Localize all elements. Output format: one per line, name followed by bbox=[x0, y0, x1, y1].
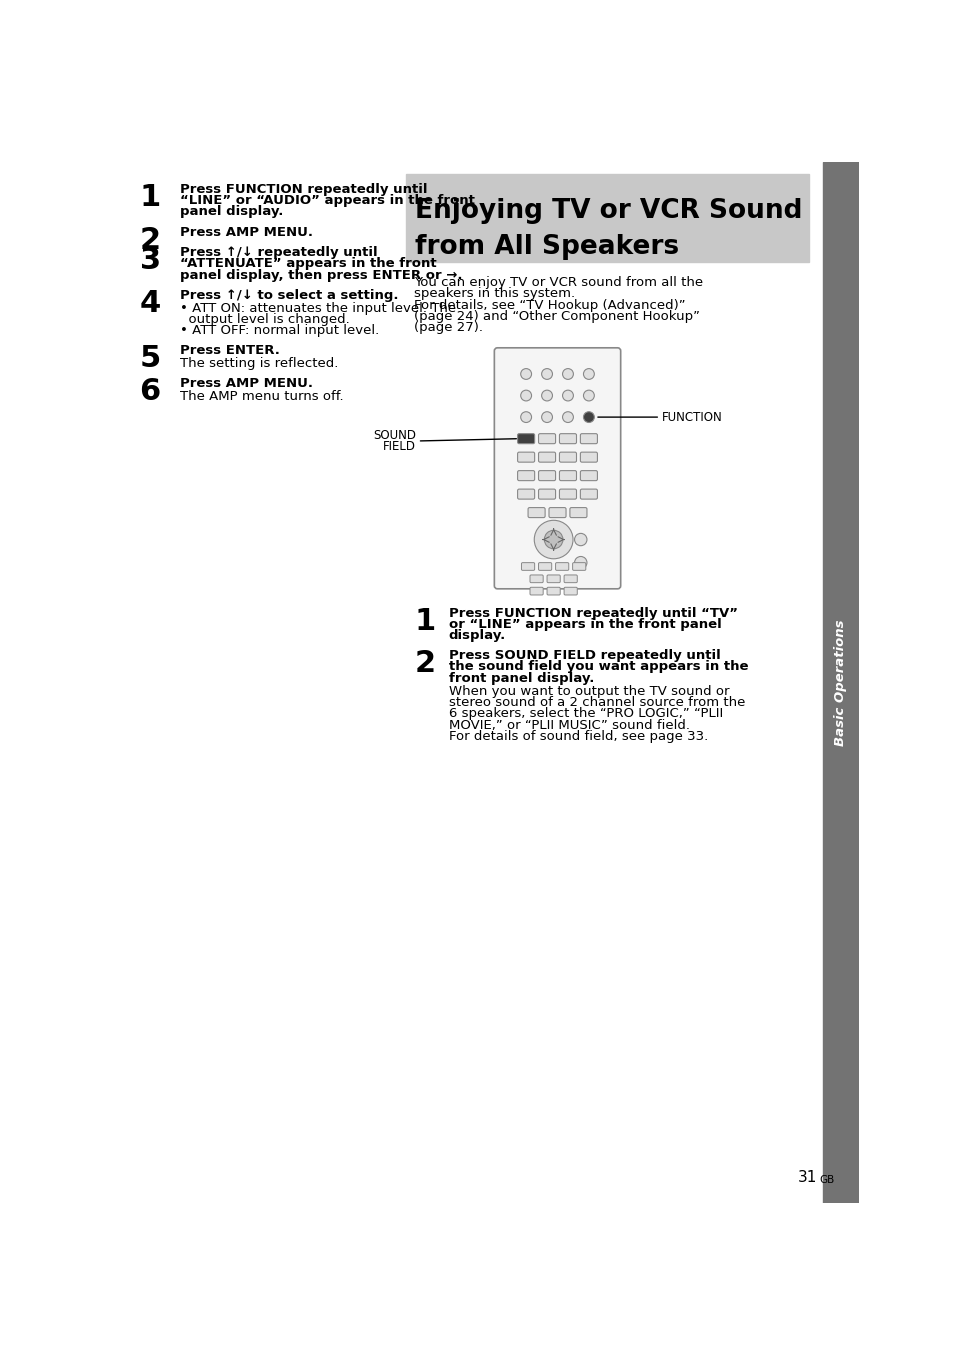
Circle shape bbox=[534, 521, 573, 558]
Text: 2: 2 bbox=[415, 649, 436, 679]
FancyBboxPatch shape bbox=[579, 489, 597, 499]
Circle shape bbox=[520, 369, 531, 380]
Text: 3: 3 bbox=[139, 246, 161, 276]
Circle shape bbox=[520, 412, 531, 423]
FancyBboxPatch shape bbox=[579, 434, 597, 443]
FancyBboxPatch shape bbox=[572, 562, 585, 571]
Text: 1: 1 bbox=[139, 183, 161, 212]
Text: “LINE” or “AUDIO” appears in the front: “LINE” or “AUDIO” appears in the front bbox=[179, 195, 474, 207]
Text: The setting is reflected.: The setting is reflected. bbox=[179, 357, 337, 370]
Text: 31: 31 bbox=[797, 1169, 816, 1184]
FancyBboxPatch shape bbox=[579, 452, 597, 462]
Text: Press AMP MENU.: Press AMP MENU. bbox=[179, 226, 313, 239]
Text: The AMP menu turns off.: The AMP menu turns off. bbox=[179, 391, 343, 403]
FancyBboxPatch shape bbox=[517, 470, 534, 480]
FancyBboxPatch shape bbox=[517, 452, 534, 462]
Text: Press ↑/↓ to select a setting.: Press ↑/↓ to select a setting. bbox=[179, 289, 397, 301]
Text: Basic Operations: Basic Operations bbox=[834, 619, 846, 746]
Circle shape bbox=[583, 369, 594, 380]
FancyBboxPatch shape bbox=[530, 587, 542, 595]
FancyBboxPatch shape bbox=[546, 575, 559, 583]
Text: • ATT OFF: normal input level.: • ATT OFF: normal input level. bbox=[179, 324, 378, 337]
FancyBboxPatch shape bbox=[517, 489, 534, 499]
Text: Enjoying TV or VCR Sound: Enjoying TV or VCR Sound bbox=[415, 197, 802, 223]
Text: SOUND: SOUND bbox=[373, 429, 416, 442]
Circle shape bbox=[562, 412, 573, 423]
Text: For details of sound field, see page 33.: For details of sound field, see page 33. bbox=[448, 730, 707, 742]
Circle shape bbox=[574, 534, 586, 546]
Text: 2: 2 bbox=[139, 226, 161, 254]
Text: • ATT ON: attenuates the input level. The: • ATT ON: attenuates the input level. Th… bbox=[179, 301, 456, 315]
Text: panel display.: panel display. bbox=[179, 206, 283, 219]
Circle shape bbox=[583, 391, 594, 402]
FancyBboxPatch shape bbox=[546, 587, 559, 595]
Text: FUNCTION: FUNCTION bbox=[661, 411, 721, 423]
Text: (page 24) and “Other Component Hookup”: (page 24) and “Other Component Hookup” bbox=[414, 310, 699, 323]
FancyBboxPatch shape bbox=[530, 575, 542, 583]
Bar bbox=[406, 174, 808, 262]
Circle shape bbox=[541, 391, 552, 402]
Text: Press FUNCTION repeatedly until “TV”: Press FUNCTION repeatedly until “TV” bbox=[448, 607, 737, 619]
FancyBboxPatch shape bbox=[528, 507, 544, 518]
Circle shape bbox=[562, 369, 573, 380]
Text: 1: 1 bbox=[415, 607, 436, 635]
FancyBboxPatch shape bbox=[537, 470, 555, 480]
Text: Press FUNCTION repeatedly until: Press FUNCTION repeatedly until bbox=[179, 183, 427, 196]
Circle shape bbox=[541, 369, 552, 380]
Text: front panel display.: front panel display. bbox=[448, 672, 594, 684]
Text: the sound field you want appears in the: the sound field you want appears in the bbox=[448, 660, 747, 673]
FancyBboxPatch shape bbox=[558, 452, 576, 462]
FancyBboxPatch shape bbox=[537, 489, 555, 499]
Text: display.: display. bbox=[448, 629, 505, 642]
FancyBboxPatch shape bbox=[558, 489, 576, 499]
FancyBboxPatch shape bbox=[569, 507, 586, 518]
FancyBboxPatch shape bbox=[555, 562, 568, 571]
Circle shape bbox=[562, 391, 573, 402]
Circle shape bbox=[541, 412, 552, 423]
Circle shape bbox=[574, 557, 586, 569]
Text: Press ENTER.: Press ENTER. bbox=[179, 345, 279, 357]
Text: 5: 5 bbox=[139, 345, 161, 373]
Text: speakers in this system.: speakers in this system. bbox=[414, 288, 575, 300]
FancyBboxPatch shape bbox=[537, 434, 555, 443]
Text: from All Speakers: from All Speakers bbox=[415, 234, 679, 260]
Text: 4: 4 bbox=[139, 289, 161, 318]
Text: Press SOUND FIELD repeatedly until: Press SOUND FIELD repeatedly until bbox=[448, 649, 720, 662]
Text: “ATTENUATE” appears in the front: “ATTENUATE” appears in the front bbox=[179, 257, 436, 270]
FancyBboxPatch shape bbox=[537, 452, 555, 462]
Bar bbox=[822, 162, 858, 1203]
Text: stereo sound of a 2 channel source from the: stereo sound of a 2 channel source from … bbox=[448, 696, 744, 710]
Text: FIELD: FIELD bbox=[383, 439, 416, 453]
FancyBboxPatch shape bbox=[494, 347, 620, 589]
Text: (page 27).: (page 27). bbox=[414, 320, 482, 334]
Text: output level is changed.: output level is changed. bbox=[179, 312, 349, 326]
Text: For details, see “TV Hookup (Advanced)”: For details, see “TV Hookup (Advanced)” bbox=[414, 299, 684, 311]
FancyBboxPatch shape bbox=[548, 507, 565, 518]
FancyBboxPatch shape bbox=[563, 587, 577, 595]
FancyBboxPatch shape bbox=[579, 470, 597, 480]
Text: MOVIE,” or “PLII MUSIC” sound field.: MOVIE,” or “PLII MUSIC” sound field. bbox=[448, 718, 689, 731]
FancyBboxPatch shape bbox=[558, 470, 576, 480]
Circle shape bbox=[544, 530, 562, 549]
Text: 6: 6 bbox=[139, 377, 161, 407]
Circle shape bbox=[583, 412, 594, 423]
Circle shape bbox=[520, 391, 531, 402]
Text: When you want to output the TV sound or: When you want to output the TV sound or bbox=[448, 685, 728, 698]
FancyBboxPatch shape bbox=[537, 562, 551, 571]
Text: GB: GB bbox=[819, 1175, 834, 1184]
FancyBboxPatch shape bbox=[521, 562, 534, 571]
Text: panel display, then press ENTER or →.: panel display, then press ENTER or →. bbox=[179, 269, 461, 281]
FancyBboxPatch shape bbox=[563, 575, 577, 583]
Text: 6 speakers, select the “PRO LOGIC,” “PLII: 6 speakers, select the “PRO LOGIC,” “PLI… bbox=[448, 707, 722, 721]
Text: You can enjoy TV or VCR sound from all the: You can enjoy TV or VCR sound from all t… bbox=[414, 276, 702, 289]
Text: or “LINE” appears in the front panel: or “LINE” appears in the front panel bbox=[448, 618, 720, 630]
FancyBboxPatch shape bbox=[517, 434, 534, 443]
Text: Press ↑/↓ repeatedly until: Press ↑/↓ repeatedly until bbox=[179, 246, 377, 260]
Text: Press AMP MENU.: Press AMP MENU. bbox=[179, 377, 313, 391]
FancyBboxPatch shape bbox=[558, 434, 576, 443]
